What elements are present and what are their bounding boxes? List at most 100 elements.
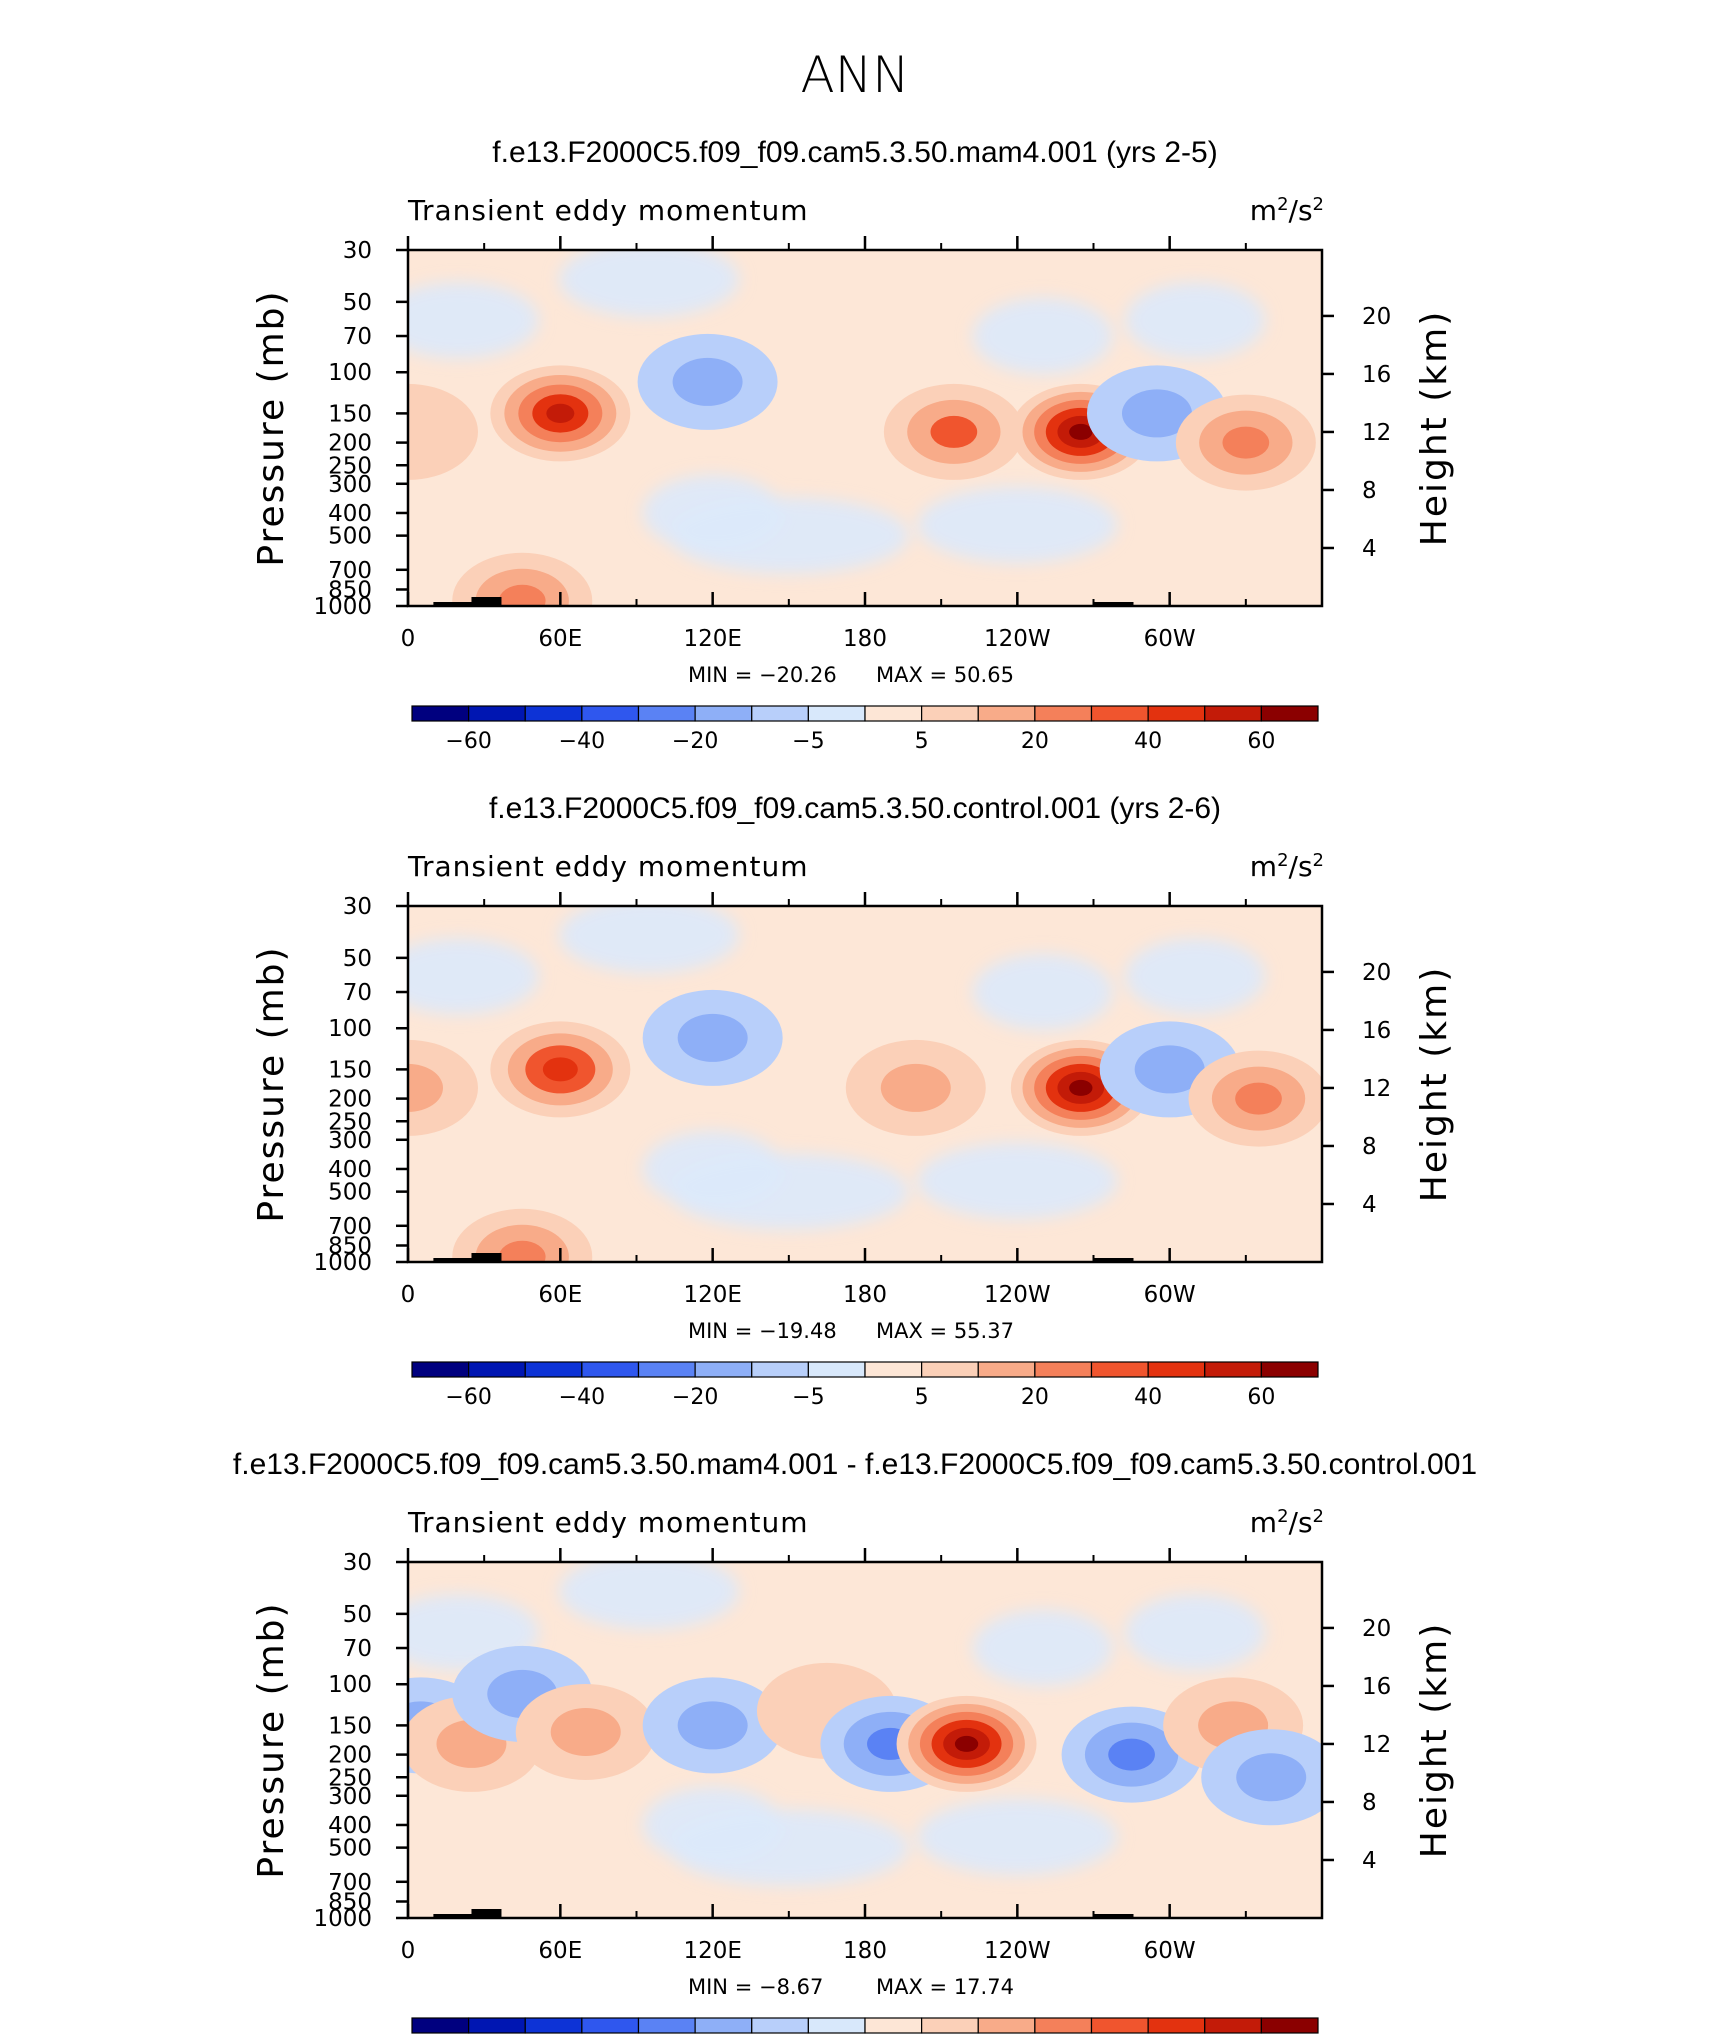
- topography-block: [471, 597, 502, 606]
- weak-region-1: [559, 1562, 740, 1630]
- topography: [433, 1909, 1134, 1918]
- weak-region-4: [1125, 1594, 1266, 1671]
- y-tick-label: 850: [328, 1890, 372, 1916]
- y-tick-label: 1000: [313, 1250, 372, 1276]
- contour-level-1: [1236, 1753, 1307, 1802]
- y-tick-label: 250: [328, 1109, 372, 1135]
- contour-level-1: [1134, 1045, 1205, 1094]
- y-right-tick-label: 16: [1362, 362, 1391, 388]
- colorbar: −12−10−8−6−4−2−10124681012: [411, 2017, 1319, 2043]
- weak-negative-regions: [408, 906, 1266, 1230]
- y-right-tick-label: 12: [1362, 420, 1391, 446]
- x-tick-label: 0: [401, 1282, 416, 1308]
- weak-negative-regions: [408, 250, 1266, 574]
- colorbar-box: [1147, 2017, 1206, 2034]
- y-right-tick-label: 12: [1362, 1732, 1391, 1758]
- topography-block: [471, 1909, 502, 1918]
- contour-level-2: [498, 584, 546, 606]
- panel-1: f.e13.F2000C5.f09_f09.cam5.3.50.mam4.001…: [251, 136, 1455, 754]
- y-tick-label: 250: [328, 453, 372, 479]
- colorbar-label: −20: [672, 1385, 718, 1410]
- units-sup-2: 2: [1313, 194, 1324, 215]
- colorbar-box: [411, 1361, 470, 1378]
- weak-region-0: [408, 282, 539, 359]
- colorbar-box: [637, 705, 696, 722]
- y-tick-label: 70: [343, 1636, 372, 1662]
- colorbar-label: −40: [559, 1385, 605, 1410]
- y-tick-label: 100: [328, 1672, 372, 1698]
- y-axis-title: Pressure (mb): [251, 945, 292, 1222]
- contour-feature-1: [490, 365, 631, 462]
- x-tick-label: 120W: [984, 626, 1051, 652]
- colorbar-label: 5: [915, 1385, 929, 1410]
- colorbar-box: [637, 2017, 696, 2034]
- y-tick-label: 700: [328, 1214, 372, 1240]
- topography-block: [1093, 602, 1134, 606]
- y-tick-label: 500: [328, 1180, 372, 1206]
- units-sup-1: 2: [1277, 194, 1288, 215]
- y-tick-label: 50: [343, 290, 372, 316]
- contour-feature-2: [642, 989, 783, 1086]
- contour-level-3: [542, 1057, 578, 1082]
- panel-2: f.e13.F2000C5.f09_f09.cam5.3.50.control.…: [251, 792, 1455, 1410]
- colorbar: −60 −40 −20 −5 5 20 40 60: [411, 1361, 1319, 1410]
- contour-feature-6: [1175, 394, 1316, 491]
- contour-feature-3: [845, 1039, 986, 1136]
- colorbar-box: [751, 705, 809, 722]
- weak-region-5: [668, 1153, 909, 1230]
- topography-block: [471, 1253, 502, 1262]
- colorbar-box: [581, 705, 640, 722]
- min-label: MIN = −20.26: [688, 663, 837, 687]
- x-tick-label: 60E: [538, 1938, 582, 1964]
- colorbar-label: 40: [1134, 729, 1162, 754]
- units-label: m2/s2: [1250, 850, 1324, 883]
- x-tick-label: 60E: [538, 626, 582, 652]
- colorbar-box: [694, 2017, 753, 2034]
- units-label: m2/s2: [1250, 1506, 1324, 1539]
- min-label: MIN = −8.67: [688, 1975, 823, 1999]
- colorbar-box: [411, 705, 470, 722]
- x-tick-label: 180: [843, 1282, 887, 1308]
- colorbar-box: [864, 2017, 923, 2034]
- colorbar-box: [977, 2017, 1036, 2034]
- y-tick-label: 700: [328, 558, 372, 584]
- colorbar-box: [977, 705, 1036, 722]
- contour-feature-1: [490, 1021, 631, 1118]
- weak-region-0: [408, 938, 539, 1015]
- units-base: m: [1250, 194, 1277, 227]
- x-tick-label: 120E: [683, 1282, 741, 1308]
- y-right-tick-label: 16: [1362, 1018, 1391, 1044]
- contour-feature-2: [637, 333, 778, 430]
- colorbar-box: [1147, 1361, 1206, 1378]
- contour-level-0: [408, 383, 478, 480]
- contour-feature-0: [408, 383, 478, 480]
- min-label: MIN = −19.48: [688, 1319, 837, 1343]
- panel-title: f.e13.F2000C5.f09_f09.cam5.3.50.mam4.001…: [233, 1448, 1477, 1481]
- contour-feature-3: [883, 383, 1024, 480]
- x-tick-label: 180: [843, 626, 887, 652]
- units-sup-2: 2: [1313, 850, 1324, 871]
- colorbar-box: [1090, 2017, 1149, 2034]
- y-tick-label: 300: [328, 472, 372, 498]
- y-right-tick-label: 20: [1362, 304, 1391, 330]
- colorbar-box: [807, 705, 866, 722]
- y-right-tick-label: 16: [1362, 1674, 1391, 1700]
- x-tick-label: 60E: [538, 1282, 582, 1308]
- x-tick-label: 60W: [1144, 1938, 1196, 1964]
- colorbar-label: −20: [672, 729, 718, 754]
- colorbar-label: −60: [445, 729, 491, 754]
- colorbar-box: [1204, 1361, 1262, 1378]
- y-tick-label: 500: [328, 524, 372, 550]
- units-base: m: [1250, 1506, 1277, 1539]
- y-right-tick-label: 8: [1362, 1790, 1377, 1816]
- y-tick-label: 700: [328, 1870, 372, 1896]
- y-tick-label: 250: [328, 1765, 372, 1791]
- colorbar-box: [751, 2017, 809, 2034]
- y-tick-label: 50: [343, 1602, 372, 1628]
- variable-label: Transient eddy momentum: [407, 194, 809, 227]
- weak-region-1: [559, 250, 740, 318]
- colorbar-box: [807, 1361, 866, 1378]
- colorbar-box: [1090, 1361, 1149, 1378]
- colorbar-box: [524, 705, 583, 722]
